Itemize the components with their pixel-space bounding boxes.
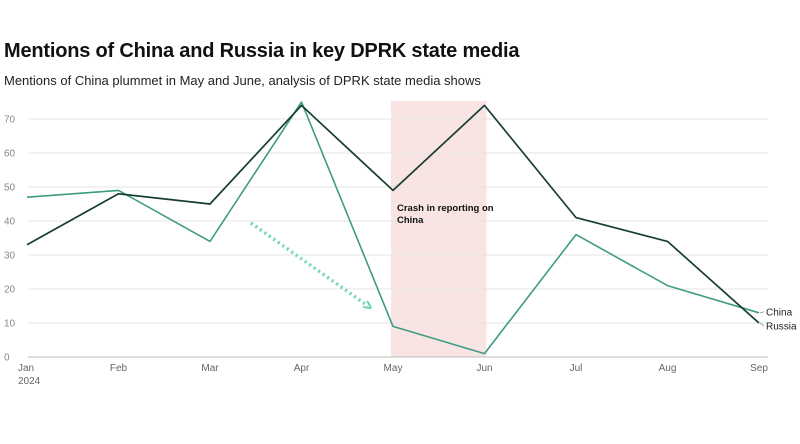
x-tick-label: Mar xyxy=(201,363,219,374)
series-leader-china xyxy=(759,311,765,314)
x-tick-label: Sep xyxy=(750,363,768,374)
x-tick-label: Jan xyxy=(18,363,34,374)
x-tick-label: Aug xyxy=(659,363,677,374)
y-tick-label: 40 xyxy=(4,217,16,228)
annotation-text: China xyxy=(397,215,424,226)
y-tick-label: 0 xyxy=(4,353,10,364)
y-tick-label: 10 xyxy=(4,319,16,330)
series-leader-russia xyxy=(759,322,765,327)
y-tick-label: 70 xyxy=(4,115,16,126)
x-tick-year: 2024 xyxy=(18,376,41,387)
series-line-china xyxy=(26,101,760,355)
highlight-band xyxy=(391,101,487,357)
y-tick-label: 50 xyxy=(4,183,16,194)
x-tick-label: Feb xyxy=(110,363,128,374)
x-tick-label: Apr xyxy=(294,363,310,374)
annotation-text: Crash in reporting on xyxy=(397,203,494,214)
x-tick-label: Jul xyxy=(570,363,583,374)
y-tick-label: 20 xyxy=(4,285,16,296)
chart-subtitle: Mentions of China plummet in May and Jun… xyxy=(4,73,481,88)
series-label-china: China xyxy=(766,307,793,318)
y-tick-label: 30 xyxy=(4,251,16,262)
chart-title: Mentions of China and Russia in key DPRK… xyxy=(4,40,520,62)
y-tick-label: 60 xyxy=(4,149,16,160)
x-tick-label: May xyxy=(384,363,403,374)
series-line-russia xyxy=(26,104,760,324)
series-label-russia: Russia xyxy=(766,322,797,333)
x-tick-label: Jun xyxy=(476,363,492,374)
trend-arrow xyxy=(249,221,368,306)
